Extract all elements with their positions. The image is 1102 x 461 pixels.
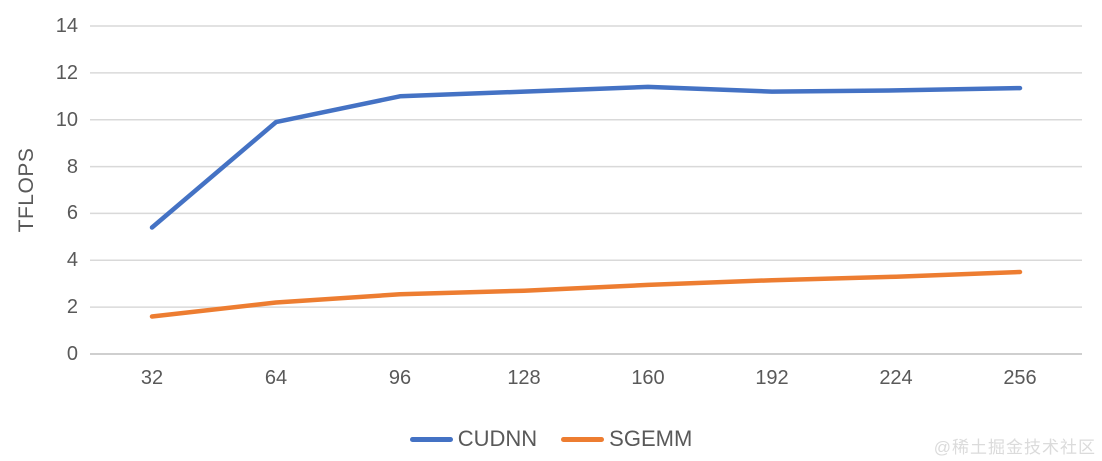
x-tick-label: 32 (140, 367, 164, 389)
legend-item-sgemm: SGEMM (561, 426, 692, 452)
x-tick-label: 224 (879, 367, 913, 389)
y-axis-title: TFLOPS (15, 147, 38, 233)
x-tick-label: 128 (507, 367, 541, 389)
legend: CUDNN SGEMM (0, 425, 1102, 453)
legend-item-cudnn: CUDNN (409, 426, 538, 452)
y-tick-label: 0 (66, 343, 78, 365)
y-tick-label: 12 (55, 61, 78, 84)
series-line-sgemm (149, 269, 1023, 319)
y-tick-label: 8 (66, 155, 78, 178)
x-tick-label: 192 (755, 367, 789, 389)
x-tick-label: 96 (388, 367, 412, 389)
legend-label: CUDNN (457, 426, 538, 451)
legend-swatch-sgemm (561, 436, 605, 442)
y-tick-label: 10 (55, 108, 78, 131)
y-tick-label: 4 (66, 249, 78, 272)
y-tick-label: 14 (55, 15, 78, 37)
x-tick-label: 64 (264, 367, 288, 389)
y-tick-label: 2 (66, 296, 78, 319)
legend-swatch-cudnn (409, 436, 453, 442)
x-tick-label: 256 (1003, 367, 1037, 389)
legend-label: SGEMM (609, 426, 693, 451)
series-line-cudnn (149, 84, 1023, 230)
x-tick-label: 160 (631, 367, 665, 389)
watermark: @稀土掘金技术社区 (933, 438, 1096, 457)
y-tick-label: 6 (66, 202, 78, 225)
